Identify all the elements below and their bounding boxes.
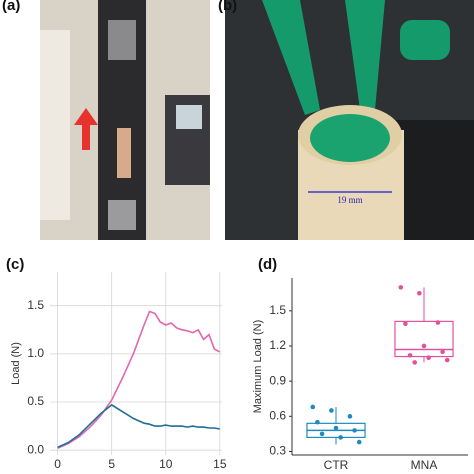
panel-label: (b) [218,0,237,14]
specimen [117,128,131,178]
x-tick-label: CTR [324,458,349,472]
point [403,321,408,327]
y-tick-label: 1.0 [27,346,44,360]
x-tick-label: 15 [213,457,227,471]
point [338,435,343,440]
photo-a [40,0,210,240]
grip [108,20,136,60]
y-axis-label: Load (N) [10,342,22,385]
panel-label: (a) [2,0,20,14]
x-tick-label: 5 [108,457,115,471]
photo-b: 19 mm [225,0,474,240]
point [329,408,334,413]
y-tick-label: 0.3 [269,444,286,458]
point [356,439,362,445]
point [347,414,353,419]
point [435,320,441,325]
line [57,403,220,449]
strap [345,0,385,110]
photo-annotation: 19 mm [337,195,362,205]
wall [40,30,70,220]
point [407,353,413,358]
mesh [310,114,390,162]
panel-label: (d) [258,256,277,273]
point [412,360,418,365]
point [444,357,450,363]
point [310,404,316,410]
arrow [74,108,98,150]
line [57,310,221,450]
strap [400,20,450,60]
point [421,343,427,349]
x-tick-label: 10 [159,457,173,471]
y-tick-label: 1.5 [27,298,44,312]
grip [108,200,136,230]
margin [0,0,40,240]
point [315,419,320,425]
y-tick-label: 1.5 [269,303,286,317]
x-tick-label: 0 [54,457,61,471]
y-tick-label: 0.9 [269,373,286,387]
y-tick-label: 0.5 [27,394,44,408]
box [394,320,454,358]
point [352,428,357,433]
point [398,285,404,290]
panel-label: (c) [6,256,24,273]
x-tick-label: MNA [411,458,438,472]
point [440,349,445,355]
y-tick-label: 0.0 [27,442,44,456]
strap [262,0,320,115]
y-axis-label: Maximum Load (N) [252,320,264,414]
screen [176,105,202,129]
point [426,355,431,361]
point [319,431,325,437]
point [417,290,422,296]
point [333,425,339,431]
y-tick-label: 1.2 [269,338,286,352]
y-tick-label: 0.6 [269,408,286,422]
